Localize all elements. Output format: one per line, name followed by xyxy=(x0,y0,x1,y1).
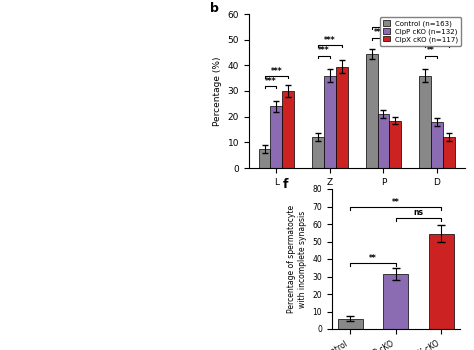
Bar xyxy=(378,114,389,168)
Text: **: ** xyxy=(369,253,377,262)
Text: **: ** xyxy=(392,197,400,206)
Bar xyxy=(366,54,378,168)
Bar xyxy=(336,66,347,168)
Legend: Control (n=163), ClpP cKO (n=132), ClpX cKO (n=117): Control (n=163), ClpP cKO (n=132), ClpX … xyxy=(380,18,461,46)
Bar xyxy=(431,122,443,168)
Bar xyxy=(389,120,401,168)
Text: ***: *** xyxy=(318,46,330,55)
Bar xyxy=(324,76,336,168)
Text: ***: *** xyxy=(264,77,276,86)
Bar xyxy=(282,91,294,168)
Text: b: b xyxy=(210,2,219,15)
Text: f: f xyxy=(283,178,289,191)
Text: **: ** xyxy=(380,18,387,27)
Bar xyxy=(429,234,454,329)
Bar xyxy=(271,106,282,168)
Text: **: ** xyxy=(433,36,441,45)
Bar xyxy=(419,76,431,168)
Bar xyxy=(312,137,324,168)
Text: **: ** xyxy=(374,28,382,37)
Text: ***: *** xyxy=(271,67,282,76)
Bar xyxy=(383,274,408,329)
Text: ***: *** xyxy=(324,36,336,45)
Bar xyxy=(337,318,363,329)
Bar xyxy=(443,137,455,168)
Bar xyxy=(259,149,271,168)
Y-axis label: Percentage of spermatocyte
with incomplete synapsis: Percentage of spermatocyte with incomple… xyxy=(287,205,307,313)
Y-axis label: Percentage (%): Percentage (%) xyxy=(213,56,222,126)
Text: **: ** xyxy=(427,46,435,55)
Text: ns: ns xyxy=(414,208,424,217)
